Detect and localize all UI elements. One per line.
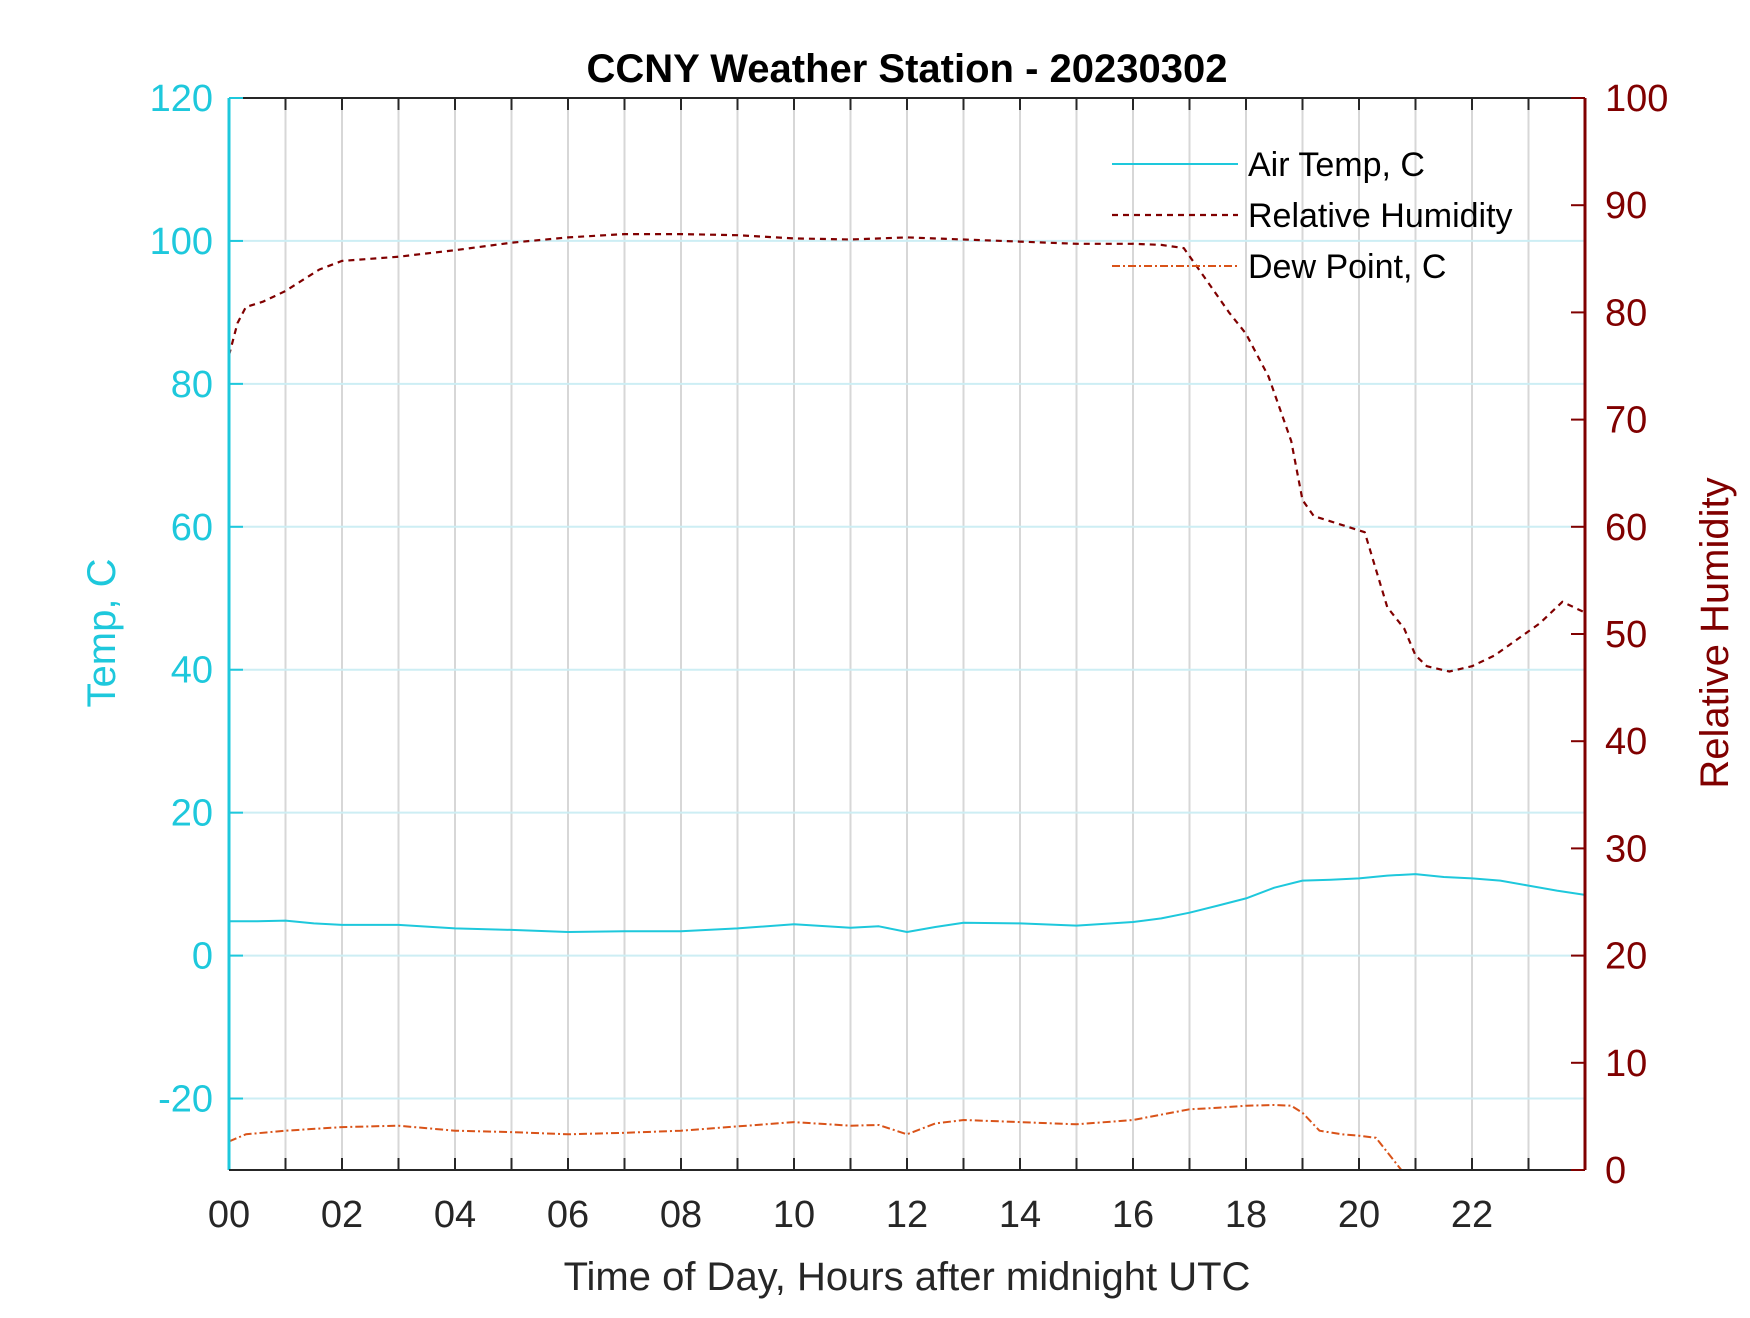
y-right-tick-label: 70 (1605, 400, 1647, 442)
plot-area (229, 233, 1585, 1170)
x-tick-label: 12 (886, 1194, 928, 1236)
legend-item-dew-point: Dew Point, C (1112, 248, 1446, 286)
y-left-tick-label: 20 (171, 793, 213, 835)
y-right-tick-label: 0 (1605, 1150, 1626, 1192)
y-left-tick-label: 120 (150, 78, 213, 120)
y-left-tick-label: 40 (171, 650, 213, 692)
chart-title: CCNY Weather Station - 20230302 (587, 47, 1228, 91)
legend: Air Temp, C Relative Humidity Dew Point, C (1112, 146, 1513, 286)
y-axis-right-label: Relative Humidity (1693, 477, 1737, 788)
x-tick-label: 06 (547, 1194, 589, 1236)
legend-label: Dew Point, C (1248, 248, 1446, 286)
x-tick-label: 08 (660, 1194, 702, 1236)
y-right-tick-label: 60 (1605, 507, 1647, 549)
legend-item-relative-humidity: Relative Humidity (1112, 197, 1513, 235)
y-left-tick-label: 0 (192, 936, 213, 978)
legend-label: Air Temp, C (1248, 146, 1425, 184)
x-tick-label: 16 (1112, 1194, 1154, 1236)
y-left-tick-label: 80 (171, 364, 213, 406)
y-axis-left-label: Temp, C (80, 559, 124, 708)
y-right-tick-label: 20 (1605, 936, 1647, 978)
y-left-tick-label: 60 (171, 507, 213, 549)
relative-humidity-line (229, 233, 1585, 673)
x-tick-label: 00 (208, 1194, 250, 1236)
dew-point-line (229, 1104, 1403, 1170)
y-right-tick-label: 50 (1605, 614, 1647, 656)
axes: 00 02 04 06 08 10 12 14 16 18 20 22-200204060801001… (150, 78, 1669, 1236)
legend-label: Relative Humidity (1248, 197, 1513, 235)
x-tick-label: 04 (434, 1194, 476, 1236)
y-left-tick-label: 100 (150, 221, 213, 263)
x-tick-label: 10 (773, 1194, 815, 1236)
x-tick-label: 18 (1225, 1194, 1267, 1236)
y-right-tick-label: 90 (1605, 185, 1647, 227)
y-right-tick-label: 10 (1605, 1043, 1647, 1085)
y-right-tick-label: 80 (1605, 292, 1647, 334)
y-right-tick-label: 100 (1605, 78, 1668, 120)
x-tick-label: 22 (1451, 1194, 1493, 1236)
y-right-tick-label: 30 (1605, 828, 1647, 870)
x-tick-label: 20 (1338, 1194, 1380, 1236)
y-right-tick-label: 40 (1605, 721, 1647, 763)
x-axis-label: Time of Day, Hours after midnight UTC (564, 1255, 1251, 1299)
x-tick-label: 02 (321, 1194, 363, 1236)
air-temp-line (229, 873, 1585, 933)
legend-item-air-temp: Air Temp, C (1112, 146, 1425, 184)
x-tick-label: 14 (999, 1194, 1041, 1236)
y-left-tick-label: -20 (158, 1079, 213, 1121)
